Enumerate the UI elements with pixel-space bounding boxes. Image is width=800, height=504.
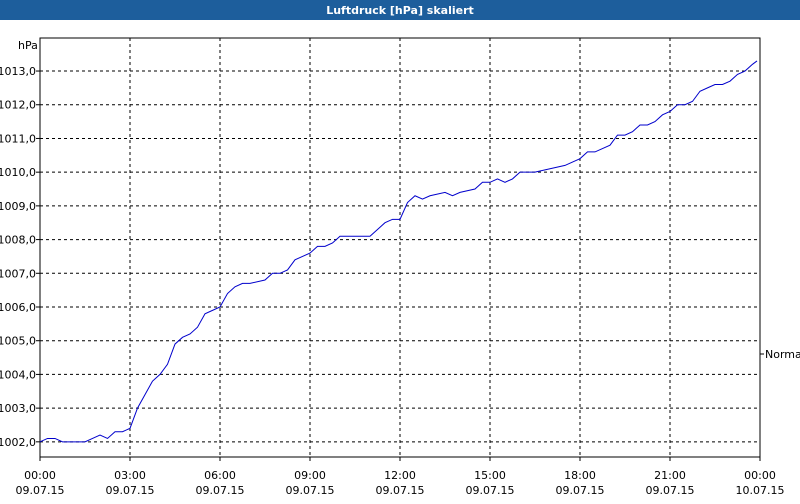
y-unit: hPa [18,39,38,52]
x-tick-label: 00:00 [744,469,776,482]
x-tick-date: 10.07.15 [736,484,785,497]
x-tick-label: 09:00 [294,469,326,482]
chart-title: Luftdruck [hPa] skaliert [326,4,474,17]
y-tick-label: 1002,0 [0,436,36,449]
x-tick-label: 18:00 [564,469,596,482]
y-tick-label: 1005,0 [0,335,36,348]
x-tick-date: 09.07.15 [196,484,245,497]
x-tick-date: 09.07.15 [286,484,335,497]
x-tick-label: 03:00 [114,469,146,482]
y-tick-label: 1004,0 [0,368,36,381]
x-tick-date: 09.07.15 [16,484,65,497]
x-tick-date: 09.07.15 [376,484,425,497]
x-tick-label: 12:00 [384,469,416,482]
legend-label: Normal [765,348,800,361]
x-tick-date: 09.07.15 [556,484,605,497]
y-tick-label: 1011,0 [0,132,36,145]
data-line [39,60,758,443]
x-tick-date: 09.07.15 [646,484,695,497]
x-tick-label: 06:00 [204,469,236,482]
y-tick-label: 1013,0 [0,65,36,78]
y-tick-label: 1006,0 [0,301,36,314]
y-tick-label: 1012,0 [0,99,36,112]
y-tick-label: 1007,0 [0,267,36,280]
x-tick-label: 21:00 [654,469,686,482]
x-tick-label: 15:00 [474,469,506,482]
x-tick-label: 00:00 [24,469,56,482]
title-bar [0,0,800,20]
y-tick-label: 1010,0 [0,166,36,179]
y-tick-label: 1009,0 [0,200,36,213]
y-tick-label: 1008,0 [0,234,36,247]
x-tick-date: 09.07.15 [466,484,515,497]
y-tick-label: 1003,0 [0,402,36,415]
x-tick-date: 09.07.15 [106,484,155,497]
